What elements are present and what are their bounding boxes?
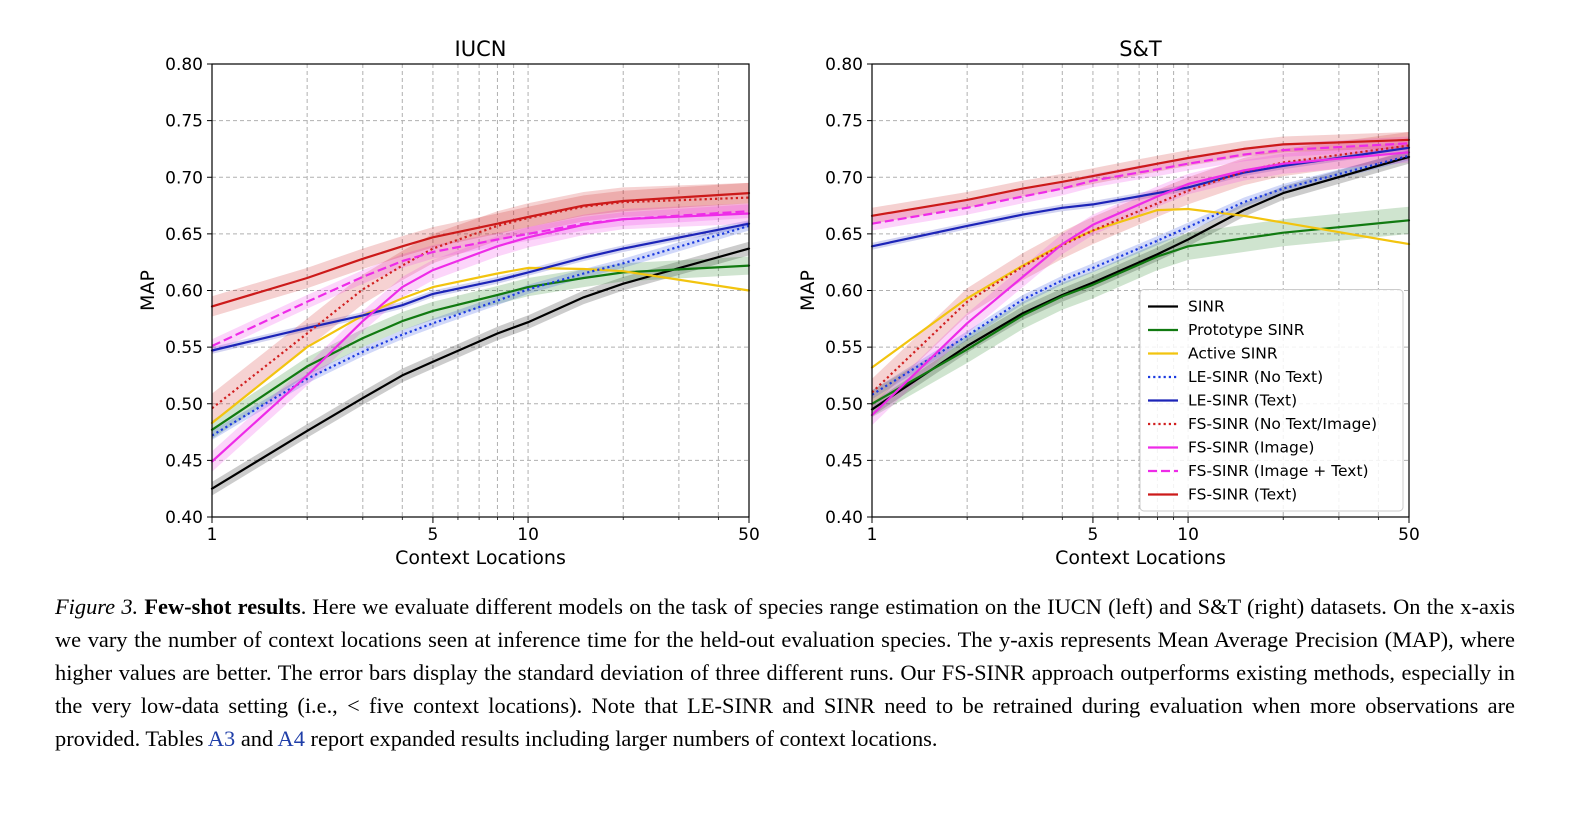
error-band-prototype-sinr <box>212 256 749 439</box>
x-tick-label: 1 <box>207 525 218 545</box>
series-line-fs-sinr-image <box>870 151 1411 417</box>
y-tick-label: 0.60 <box>165 282 203 302</box>
x-tick-label: 10 <box>1177 525 1199 545</box>
series-line-fs-sinr-text <box>210 192 751 308</box>
legend-label-le-sinr-no-text: LE-SINR (No Text) <box>1188 368 1323 386</box>
series-line-le-sinr-text <box>210 222 751 352</box>
legend-label-prototype-sinr: Prototype SINR <box>1188 321 1305 339</box>
series-line-sinr <box>870 155 1411 411</box>
figure-3-charts: 0.400.450.500.550.600.650.700.750.801 5 10… <box>137 37 1420 569</box>
chart-s-and-t: 0.40 0.45 0.50 0.55 0.60 0.65 0.70 0.75 0.80 1 5 10… <box>797 37 1420 569</box>
x-tick-label: 50 <box>1398 525 1420 545</box>
error-band-prototype-sinr <box>872 206 1409 418</box>
y-axis-label: MAP <box>137 270 159 311</box>
legend-label-fs-sinr-no-text-image: FS-SINR (No Text/Image) <box>1188 415 1377 433</box>
error-band-fs-sinr-image-text <box>212 204 749 353</box>
chart-title: S&T <box>1119 37 1162 61</box>
caption-text-2: and <box>235 726 278 751</box>
series-line-fs-sinr-text <box>870 138 1411 217</box>
y-axis: 0.40 0.45 0.50 0.55 0.60 0.65 0.70 0.75 0.80 <box>165 55 212 528</box>
x-tick-label: 5 <box>1088 525 1099 545</box>
error-band-fs-sinr-image <box>872 142 1409 426</box>
y-tick-label: 0.80 <box>825 55 863 75</box>
error-band-le-sinr-text <box>212 220 749 354</box>
x-axis: 1 5 10 50 <box>867 517 1420 545</box>
legend-label-sinr: SINR <box>1188 298 1225 316</box>
legend-label-le-sinr-text: LE-SINR (Text) <box>1188 392 1297 410</box>
y-tick-label: 0.50 <box>165 395 203 415</box>
figure-caption: Figure 3. Few-shot results. Here we eval… <box>55 590 1515 755</box>
error-band-sinr <box>872 150 1409 417</box>
caption-text-3: report expanded results including larger… <box>304 726 938 751</box>
series-line-le-sinr-text <box>870 146 1411 248</box>
y-tick-label: 0.60 <box>825 282 863 302</box>
y-tick-label: 0.40 <box>825 508 863 528</box>
series-line-active-sinr <box>870 207 1411 369</box>
y-tick-label: 0.55 <box>165 338 203 358</box>
error-band-sinr <box>212 241 749 496</box>
legend-label-active-sinr: Active SINR <box>1188 345 1278 363</box>
legend-box <box>1139 289 1404 512</box>
y-tick-label: 0.50 <box>825 395 863 415</box>
y-tick-label: 0.70 <box>825 168 863 188</box>
chart-iucn: 0.40 0.45 0.50 0.55 0.60 0.65 0.70 0.75 0.80 1 5 10… <box>137 37 760 569</box>
series-group <box>210 182 751 496</box>
y-tick-label: 0.55 <box>825 338 863 358</box>
caption-lead: Few-shot results <box>144 594 301 619</box>
error-band-le-sinr-no-text <box>212 221 749 440</box>
error-band-fs-sinr-image <box>212 203 749 472</box>
y-tick-label: 0.45 <box>165 451 203 471</box>
y-tick-label: 0.45 <box>825 451 863 471</box>
x-tick-label: 10 <box>517 525 539 545</box>
y-tick-label: 0.75 <box>165 112 203 132</box>
x-tick-label: 5 <box>428 525 439 545</box>
legend-label-fs-sinr-image: FS-SINR (Image) <box>1188 439 1314 457</box>
y-tick-label: 0.80 <box>165 55 203 75</box>
series-group <box>870 132 1411 426</box>
caption-ref-table-a3[interactable]: A3 <box>207 726 236 751</box>
y-axis-label: MAP <box>797 270 819 311</box>
series-line-fs-sinr-no-text-image <box>211 196 750 410</box>
caption-figure-label: Figure 3. <box>55 594 139 619</box>
y-tick-label: 0.65 <box>825 225 863 245</box>
caption-text-1: . Here we evaluate different models on t… <box>55 594 1516 751</box>
series-line-prototype-sinr <box>870 219 1411 405</box>
x-axis-label: Context Locations <box>1055 547 1226 569</box>
x-axis: 1 5 10 50 <box>207 517 760 545</box>
y-axis: 0.40 0.45 0.50 0.55 0.60 0.65 0.70 0.75 0.80 <box>825 55 872 528</box>
chart-title: IUCN <box>455 37 507 61</box>
series-line-fs-sinr-image <box>210 212 751 463</box>
error-band-fs-sinr-no-text-image <box>872 132 1409 406</box>
y-tick-label: 0.70 <box>165 168 203 188</box>
series-line-fs-sinr-image-text <box>871 142 1410 225</box>
legend-label-fs-sinr-text: FS-SINR (Text) <box>1188 486 1297 504</box>
x-axis-label: Context Locations <box>395 547 566 569</box>
caption-ref-table-a4[interactable]: A4 <box>277 726 305 751</box>
y-tick-label: 0.75 <box>825 112 863 132</box>
series-line-fs-sinr-image-text <box>211 210 750 347</box>
series-line-active-sinr <box>210 266 751 425</box>
y-tick-label: 0.40 <box>165 508 203 528</box>
y-tick-label: 0.65 <box>165 225 203 245</box>
error-band-fs-sinr-image-text <box>872 136 1409 231</box>
x-tick-label: 50 <box>738 525 760 545</box>
legend: SINR Prototype SINR Active SINR LE-SINR (No… <box>1139 289 1404 512</box>
series-line-prototype-sinr <box>210 264 751 431</box>
x-tick-label: 1 <box>867 525 878 545</box>
legend-label-fs-sinr-image-text: FS-SINR (Image + Text) <box>1188 462 1369 480</box>
series-line-le-sinr-no-text <box>211 224 750 437</box>
series-line-sinr <box>210 247 751 490</box>
